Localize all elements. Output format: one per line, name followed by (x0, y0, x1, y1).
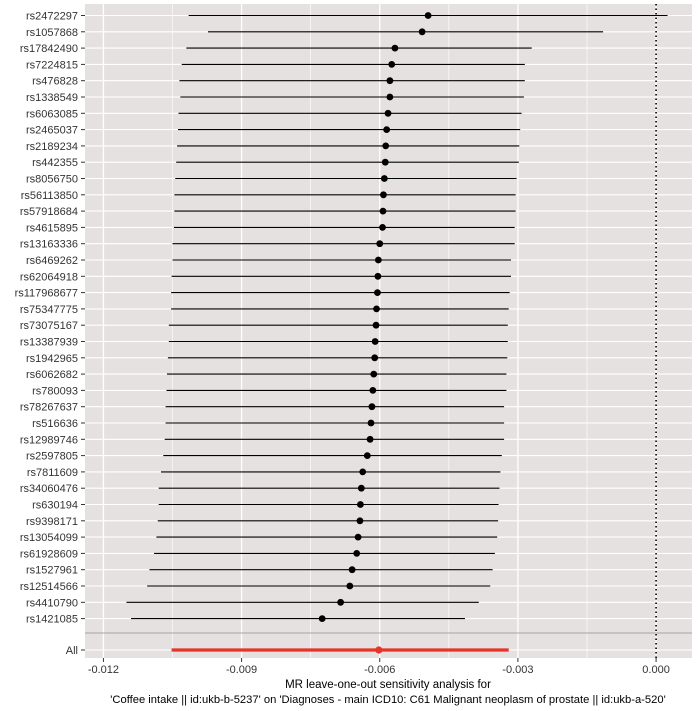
point-rs1527961 (348, 566, 356, 574)
point-rs9398171 (356, 517, 364, 525)
ylabel-rs117968677: rs117968677 (15, 288, 78, 300)
point-rs34060476 (357, 484, 365, 492)
point-rs442355 (381, 158, 389, 166)
ylabel-rs4410790: rs4410790 (26, 597, 78, 609)
ylabel-rs6062682: rs6062682 (26, 369, 78, 381)
xtick-label-2: -0.006 (364, 664, 395, 676)
plot-panel (85, 4, 692, 658)
ylabel-rs442355: rs442355 (32, 157, 78, 169)
snp-rows (126, 12, 668, 622)
ylabel-rs6469262: rs6469262 (26, 255, 78, 267)
point-rs4615895 (379, 224, 386, 231)
point-rs1421085 (318, 615, 326, 622)
ylabel-rs516636: rs516636 (32, 418, 78, 430)
point-rs6062682 (370, 370, 378, 378)
ylabel-rs73075167: rs73075167 (20, 320, 78, 332)
point-rs2472297 (424, 12, 432, 19)
point-rs73075167 (372, 321, 380, 329)
point-rs7811609 (359, 468, 367, 476)
ylabel-rs1057868: rs1057868 (26, 27, 78, 39)
ylabel-rs780093: rs780093 (32, 385, 78, 397)
point-rs476828 (386, 77, 394, 85)
x-axis-title-line2: 'Coffee intake || id:ukb-b-5237' on 'Dia… (110, 694, 665, 706)
point-rs516636 (367, 419, 375, 427)
point-rs6469262 (374, 256, 382, 264)
ylabel-rs1942965: rs1942965 (26, 353, 78, 365)
ylabel-rs630194: rs630194 (32, 500, 78, 512)
point-rs780093 (369, 387, 377, 394)
point-rs7224815 (388, 61, 396, 68)
xtick-label-1: -0.009 (226, 664, 257, 676)
point-rs2597805 (363, 452, 371, 459)
point-rs2465037 (383, 126, 391, 133)
point-rs61928609 (353, 550, 361, 557)
ylabel-rs4615895: rs4615895 (26, 222, 78, 234)
ylabel-rs2189234: rs2189234 (26, 141, 78, 153)
ylabel-rs7224815: rs7224815 (26, 59, 78, 71)
xtick-label-0: -0.012 (88, 664, 119, 676)
point-rs630194 (357, 501, 364, 508)
ylabel-rs2465037: rs2465037 (26, 125, 78, 137)
point-rs57918684 (379, 207, 387, 215)
ylabel-rs6063085: rs6063085 (26, 108, 78, 120)
ylabel-rs2472297: rs2472297 (26, 11, 78, 23)
point-rs12514566 (346, 582, 354, 590)
ylabel-rs13163336: rs13163336 (20, 239, 78, 251)
point-all (375, 646, 383, 654)
point-rs75347775 (373, 305, 380, 313)
ylabel-rs62064918: rs62064918 (20, 271, 78, 283)
x-axis-title-line1: MR leave-one-out sensitivity analysis fo… (285, 679, 491, 691)
y-axis-labels: rs2472297 rs1057868 rs17842490 rs7224815 rs4… (15, 11, 85, 657)
ylabel-rs34060476: rs34060476 (20, 483, 78, 495)
xtick-label-3: -0.003 (502, 664, 533, 676)
ylabel-rs75347775: rs75347775 (20, 304, 78, 316)
point-rs56113850 (380, 191, 387, 199)
ylabel-rs13054099: rs13054099 (20, 532, 78, 544)
ylabel-rs476828: rs476828 (32, 76, 78, 88)
ylabel-rs12514566: rs12514566 (20, 581, 78, 593)
ylabel-rs17842490: rs17842490 (20, 43, 78, 55)
ylabel-rs1527961: rs1527961 (26, 565, 78, 577)
ylabel-rs12989746: rs12989746 (20, 434, 78, 446)
xtick-label-4: 0.000 (642, 664, 670, 676)
x-axis: -0.012 -0.009 -0.006 -0.003 0.000 (88, 658, 670, 676)
point-rs12989746 (366, 435, 374, 443)
ylabel-rs1421085: rs1421085 (26, 614, 78, 626)
point-rs78267637 (368, 403, 376, 411)
ylabel-all: All (66, 645, 78, 657)
ylabel-rs61928609: rs61928609 (20, 548, 78, 560)
point-rs6063085 (384, 109, 392, 117)
point-rs1057868 (418, 28, 426, 36)
point-rs8056750 (380, 175, 388, 182)
point-rs4410790 (337, 598, 345, 606)
ylabel-rs13387939: rs13387939 (20, 337, 78, 349)
ylabel-rs9398171: rs9398171 (26, 516, 78, 528)
ylabel-rs8056750: rs8056750 (26, 174, 78, 186)
ylabel-rs2597805: rs2597805 (26, 451, 78, 463)
overall-row (171, 646, 509, 654)
point-rs2189234 (382, 142, 390, 150)
point-rs13387939 (371, 338, 379, 345)
point-rs117968677 (374, 289, 381, 296)
point-rs13054099 (354, 533, 362, 541)
point-rs62064918 (374, 272, 382, 280)
point-rs1942965 (371, 354, 379, 362)
point-rs13163336 (376, 240, 384, 248)
ylabel-rs78267637: rs78267637 (20, 402, 78, 414)
ylabel-rs57918684: rs57918684 (20, 206, 78, 218)
point-rs1338549 (386, 93, 394, 101)
ylabel-rs1338549: rs1338549 (26, 92, 78, 104)
point-rs17842490 (391, 44, 399, 52)
ylabel-rs56113850: rs56113850 (21, 190, 78, 202)
ylabel-rs7811609: rs7811609 (27, 467, 78, 479)
